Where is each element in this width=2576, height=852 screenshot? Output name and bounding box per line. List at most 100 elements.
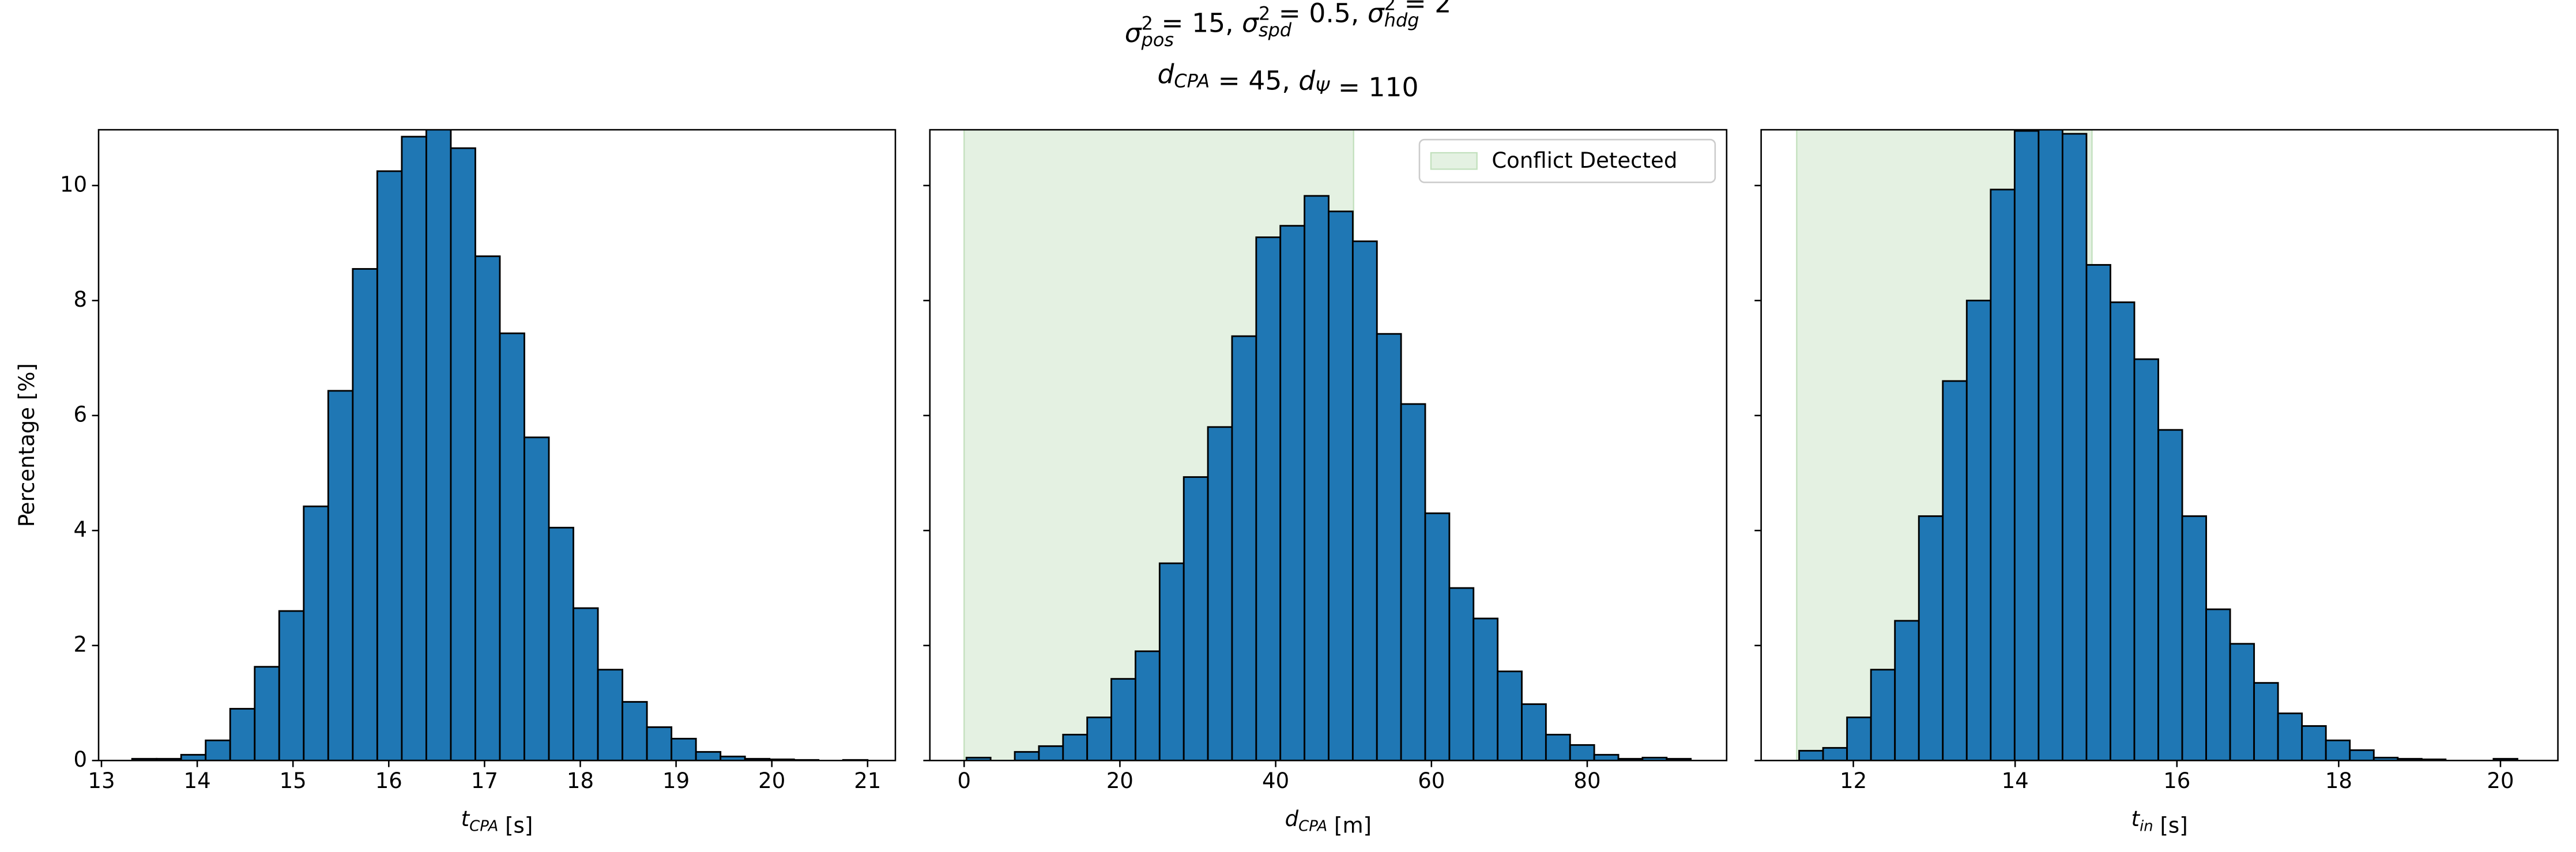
y-tick-label: 4 <box>74 517 88 542</box>
bar <box>1086 717 1113 761</box>
bar <box>1014 751 1040 761</box>
bar <box>1328 210 1354 761</box>
y-axis-label: Percentage [%] <box>14 363 39 527</box>
text-part: σ <box>1125 17 1143 48</box>
axes-frame <box>97 129 897 761</box>
x-tick-label: 12 <box>1840 768 1867 793</box>
bar <box>1182 476 1209 761</box>
text-part: = 45, <box>1210 65 1298 96</box>
text-part: t <box>461 806 470 831</box>
x-tick-label: 20 <box>1106 768 1133 793</box>
bar <box>597 669 624 761</box>
bar <box>1400 403 1426 761</box>
bar <box>1569 744 1595 761</box>
bar <box>474 255 501 761</box>
bar <box>2038 130 2063 761</box>
text-part: = 0.5, <box>1270 0 1368 28</box>
bar <box>278 610 305 761</box>
bar <box>303 505 329 761</box>
superscript: 2 <box>1384 0 1396 15</box>
bar <box>1918 515 1944 761</box>
bar <box>671 737 697 761</box>
bar <box>2205 608 2231 761</box>
text-part: = 110 <box>1330 71 1418 102</box>
bar <box>2061 133 2088 761</box>
text-part: [m] <box>1327 813 1372 838</box>
bar <box>965 756 992 761</box>
bar <box>573 607 599 761</box>
subscript: hdg <box>1384 9 1419 31</box>
y-tick-label: 0 <box>74 747 88 772</box>
bar <box>1062 733 1089 761</box>
x-tick-label: 21 <box>854 768 881 793</box>
text-part: d <box>1298 65 1316 96</box>
bar <box>1038 745 1064 761</box>
bar <box>548 526 574 761</box>
bar <box>2301 725 2327 761</box>
bar <box>646 726 673 761</box>
x-tick-label: 60 <box>1418 768 1445 793</box>
bar <box>1545 733 1571 761</box>
plot-area <box>963 130 1692 761</box>
bar <box>2085 264 2111 761</box>
bar <box>2013 130 2040 761</box>
y-tick-label: 6 <box>74 402 88 427</box>
legend-swatch <box>1430 152 1478 170</box>
bar <box>1279 225 1306 761</box>
x-tick-label: 14 <box>184 768 211 793</box>
y-tick-label: 2 <box>74 632 88 657</box>
bar <box>1158 562 1185 761</box>
bar <box>1497 670 1523 761</box>
y-tick-label: 10 <box>60 172 87 197</box>
bar <box>327 390 354 761</box>
axes-frame <box>1760 129 2559 761</box>
text-part: t <box>2131 806 2141 831</box>
text-part: d <box>1285 806 1299 831</box>
bar <box>254 666 280 761</box>
bar <box>1521 703 1547 761</box>
superscript: 2 <box>1259 3 1270 25</box>
bar <box>2229 643 2255 761</box>
x-tick-label: 14 <box>2002 768 2029 793</box>
x-tick-label: 80 <box>1573 768 1600 793</box>
bar <box>2325 739 2351 761</box>
bar <box>695 751 722 761</box>
x-tick-label: 20 <box>2487 768 2514 793</box>
text-part: = 2 <box>1396 0 1451 18</box>
x-tick-label: 15 <box>280 768 307 793</box>
bar <box>1798 749 1824 761</box>
bar <box>1448 587 1475 761</box>
bar <box>1231 335 1257 761</box>
bar <box>2110 301 2136 761</box>
bar <box>524 436 550 761</box>
figure-title: dCPA = 45, dΨ = 110 <box>1157 59 1418 103</box>
subscript: CPA <box>1298 817 1327 835</box>
bar <box>1870 669 1896 761</box>
subscript: CPA <box>1174 70 1210 92</box>
text-part: σ <box>1368 0 1385 28</box>
x-tick-label: 18 <box>567 768 594 793</box>
bar <box>1207 426 1233 761</box>
x-tick-label: 13 <box>88 768 115 793</box>
bar <box>2277 712 2303 761</box>
bar <box>229 708 256 761</box>
bar <box>1846 717 1872 761</box>
x-axis-label: tin [s] <box>2131 806 2188 837</box>
y-tick-label: 8 <box>74 287 88 312</box>
x-tick-label: 19 <box>662 768 690 793</box>
bar <box>1110 678 1136 761</box>
subscript: pos <box>1141 29 1174 51</box>
bar <box>622 701 648 761</box>
bar <box>205 739 231 761</box>
x-tick-label: 20 <box>758 768 785 793</box>
x-tick-label: 18 <box>2325 768 2352 793</box>
plot-area <box>1796 130 2518 761</box>
bar <box>1376 333 1402 761</box>
text-part: [s] <box>498 813 533 838</box>
x-tick-label: 0 <box>957 768 971 793</box>
bar <box>1424 512 1451 761</box>
bar <box>450 147 476 761</box>
bar <box>1894 620 1920 761</box>
legend-box <box>1418 138 1716 183</box>
